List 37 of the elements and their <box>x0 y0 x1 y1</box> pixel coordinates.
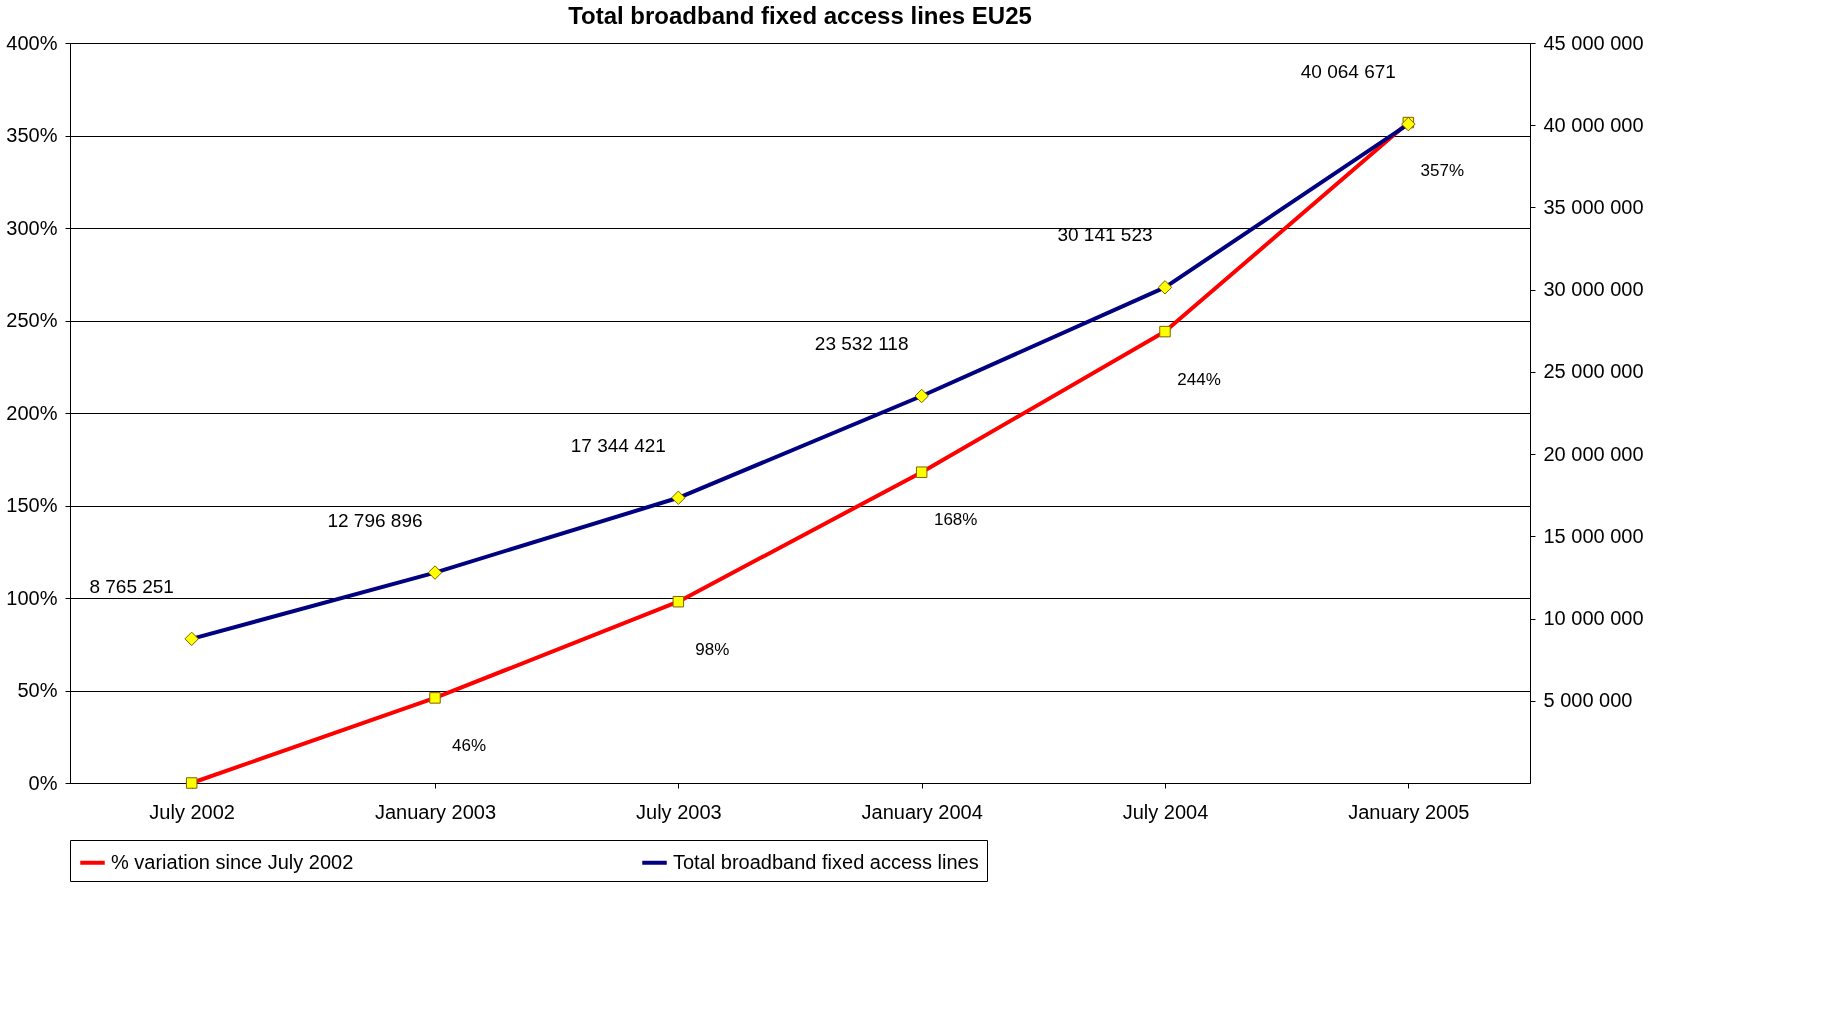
y-tick-label: 50% <box>17 679 58 701</box>
data-label: 23 532 118 <box>814 333 909 355</box>
y2-tick-label: 35 000 000 <box>1543 195 1644 218</box>
legend-label: % variation since July 2002 <box>111 850 354 873</box>
data-label: 244% <box>1177 369 1221 389</box>
y2-tick-label: 5 000 000 <box>1543 689 1633 712</box>
y2-tick-label: 25 000 000 <box>1543 360 1644 383</box>
data-label: 46% <box>451 735 487 755</box>
data-label: 98% <box>695 639 730 659</box>
y2-tick-label: 10 000 000 <box>1543 607 1644 630</box>
y2-tick-label: 40 000 000 <box>1543 113 1644 136</box>
data-label: 40 064 671 <box>1300 61 1396 83</box>
y2-tick-label: 20 000 000 <box>1543 442 1644 465</box>
y-tick-label: 100% <box>6 586 58 609</box>
y2-tick-label: 15 000 000 <box>1543 524 1644 547</box>
y-tick-label: 0% <box>28 771 58 794</box>
data-label: 357% <box>1420 160 1465 180</box>
y2-tick-label: 45 000 000 <box>1543 31 1644 54</box>
y-tick-label: 250% <box>6 309 58 331</box>
x-tick-label: January 2004 <box>861 800 983 823</box>
y-tick-label: 300% <box>6 216 58 239</box>
y-tick-label: 150% <box>6 494 58 516</box>
x-tick-label: July 2002 <box>149 800 235 823</box>
x-tick-label: January 2005 <box>1348 800 1470 823</box>
x-tick-label: July 2003 <box>636 800 722 823</box>
x-tick-label: January 2003 <box>374 800 497 823</box>
chart-title: Total broadband fixed access lines EU25 <box>568 2 1032 29</box>
data-label: 17 344 421 <box>570 434 666 456</box>
y-tick-label: 400% <box>6 31 58 54</box>
data-label: 168% <box>933 510 978 530</box>
y-tick-label: 350% <box>6 124 58 146</box>
legend-label: Total broadband fixed access lines <box>673 850 979 873</box>
data-label: 12 796 896 <box>327 509 423 531</box>
x-tick-label: July 2004 <box>1122 800 1209 823</box>
y-tick-label: 200% <box>6 401 58 424</box>
data-label: 8 765 251 <box>89 575 174 597</box>
y2-tick-label: 30 000 000 <box>1543 278 1644 301</box>
